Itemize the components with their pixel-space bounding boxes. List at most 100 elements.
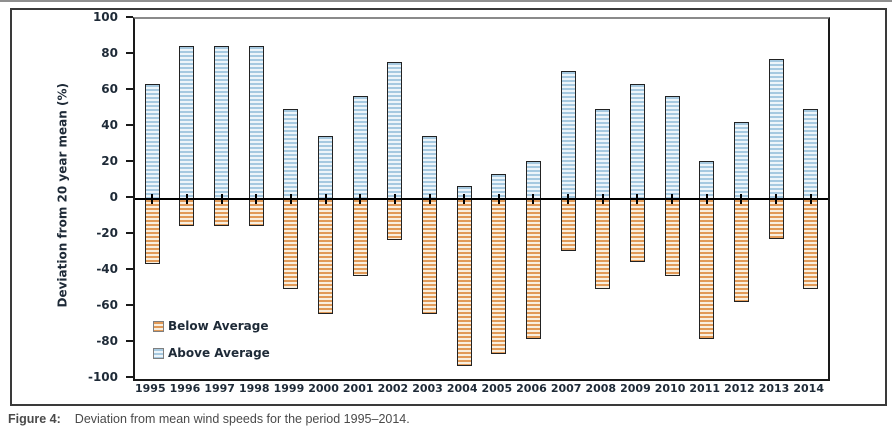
- figure-caption-text: Deviation from mean wind speeds for the …: [74, 412, 410, 426]
- x-axis-tick-2013: [775, 194, 778, 204]
- bar-above-2007: [560, 71, 576, 199]
- x-tick-label-1998: 1998: [238, 382, 270, 395]
- bar-above-2008: [595, 109, 611, 199]
- y-tick-label-100: 100: [92, 10, 118, 24]
- bar-above-2009: [629, 83, 645, 199]
- bar-above-1999: [283, 109, 299, 199]
- y-tick-label-60: 60: [101, 82, 118, 96]
- y-tick-label-40: 40: [101, 118, 118, 132]
- bar-below-2003: [422, 199, 438, 315]
- legend: Below Average Above Average: [153, 318, 270, 372]
- x-axis-tick-2012: [740, 194, 743, 204]
- zero-baseline: [135, 198, 828, 200]
- legend-label-below-average: Below Average: [168, 319, 269, 333]
- y-axis-tick--40: [126, 268, 133, 270]
- figure-caption-label: Figure 4:: [8, 412, 61, 426]
- bar-below-2009: [629, 199, 645, 262]
- y-axis-tick-40: [126, 124, 133, 126]
- y-axis-tick-0: [126, 196, 133, 198]
- bar-below-2011: [699, 199, 715, 340]
- y-tick-label--20: -20: [96, 226, 118, 240]
- x-axis-tick-1997: [220, 194, 223, 204]
- x-axis-tick-2006: [532, 194, 535, 204]
- legend-label-above-average: Above Average: [168, 346, 270, 360]
- bar-below-2014: [803, 199, 819, 289]
- x-tick-label-2007: 2007: [550, 382, 582, 395]
- y-axis-tick--80: [126, 340, 133, 342]
- above-average-swatch-icon: [153, 347, 164, 359]
- y-axis-tick-100: [126, 16, 133, 18]
- bar-below-2013: [768, 199, 784, 239]
- x-tick-label-1996: 1996: [169, 382, 201, 395]
- x-axis-tick-1996: [185, 194, 188, 204]
- y-tick-label-80: 80: [101, 46, 118, 60]
- x-axis-tick-2002: [393, 194, 396, 204]
- figure-caption: Figure 4: Deviation from mean wind speeds…: [8, 412, 878, 426]
- y-axis-tick--100: [126, 376, 133, 378]
- bar-below-1999: [283, 199, 299, 289]
- x-tick-label-2004: 2004: [446, 382, 478, 395]
- x-axis-tick-2011: [705, 194, 708, 204]
- x-tick-label-2010: 2010: [654, 382, 686, 395]
- bar-above-2013: [768, 58, 784, 199]
- x-tick-label-2002: 2002: [377, 382, 409, 395]
- x-tick-label-2014: 2014: [793, 382, 824, 395]
- y-axis-tick--20: [126, 232, 133, 234]
- x-tick-label-2008: 2008: [585, 382, 617, 395]
- x-axis-tick-1999: [289, 194, 292, 204]
- y-tick-label-0: 0: [109, 190, 118, 204]
- x-tick-label-2001: 2001: [342, 382, 374, 395]
- y-tick-label--100: -100: [87, 370, 118, 384]
- y-tick-label--80: -80: [96, 334, 118, 348]
- bar-above-2014: [803, 109, 819, 199]
- x-tick-label-2006: 2006: [516, 382, 547, 395]
- x-tick-label-2011: 2011: [689, 382, 721, 395]
- x-axis-tick-2004: [463, 194, 466, 204]
- bar-below-2006: [525, 199, 541, 340]
- x-tick-label-2012: 2012: [724, 382, 755, 395]
- x-axis-tick-1998: [255, 194, 258, 204]
- bar-above-1996: [179, 46, 195, 199]
- x-tick-label-1999: 1999: [273, 382, 305, 395]
- y-axis-tick-60: [126, 88, 133, 90]
- bar-below-2012: [733, 199, 749, 302]
- y-tick-label--40: -40: [96, 262, 118, 276]
- y-tick-label--60: -60: [96, 298, 118, 312]
- x-axis-tick-1995: [151, 194, 154, 204]
- x-axis-tick-2014: [809, 194, 812, 204]
- x-axis-tick-2001: [359, 194, 362, 204]
- bar-above-2010: [664, 96, 680, 199]
- y-tick-label-20: 20: [101, 154, 118, 168]
- below-average-swatch-icon: [153, 320, 164, 332]
- x-tick-label-2003: 2003: [412, 382, 443, 395]
- bar-above-2012: [733, 121, 749, 199]
- x-axis-tick-2000: [324, 194, 327, 204]
- bar-below-2010: [664, 199, 680, 277]
- x-axis-tick-2010: [671, 194, 674, 204]
- y-axis-tick--60: [126, 304, 133, 306]
- bar-above-2003: [422, 136, 438, 199]
- bar-above-2000: [318, 136, 334, 199]
- x-tick-label-2005: 2005: [481, 382, 513, 395]
- page-top-divider: [0, 0, 892, 2]
- bar-below-2005: [491, 199, 507, 354]
- bar-above-2001: [352, 96, 368, 199]
- bar-below-2004: [456, 199, 472, 367]
- x-axis-tick-2005: [497, 194, 500, 204]
- x-tick-label-2013: 2013: [758, 382, 790, 395]
- bar-above-1997: [214, 46, 230, 199]
- x-axis-tick-2008: [601, 194, 604, 204]
- bar-above-1995: [144, 83, 160, 199]
- bar-below-2008: [595, 199, 611, 289]
- bar-below-2001: [352, 199, 368, 277]
- bar-below-2007: [560, 199, 576, 252]
- x-axis-tick-2009: [636, 194, 639, 204]
- y-axis-tick-80: [126, 52, 133, 54]
- x-tick-label-1997: 1997: [204, 382, 235, 395]
- x-axis-tick-2003: [428, 194, 431, 204]
- y-axis-tick-20: [126, 160, 133, 162]
- legend-item-below-average: Below Average: [153, 318, 270, 334]
- legend-item-above-average: Above Average: [153, 345, 270, 361]
- bar-below-1995: [144, 199, 160, 264]
